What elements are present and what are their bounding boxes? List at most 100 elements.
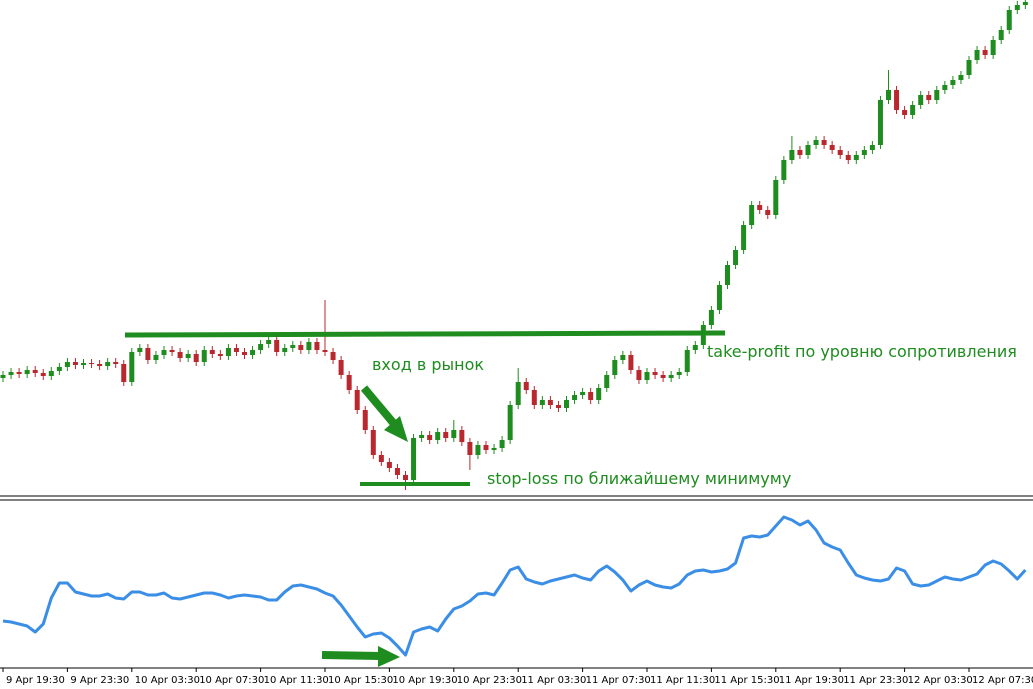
- annotation: take-profit по уровню сопротивления: [707, 342, 1017, 361]
- candle-body: [427, 435, 433, 440]
- candle-body: [1014, 5, 1020, 10]
- candle-body: [290, 345, 296, 348]
- x-tick-label: 10 Apr 15:30: [328, 675, 393, 686]
- candle-body: [829, 145, 835, 150]
- candle-body: [113, 362, 119, 364]
- candle-body: [322, 350, 328, 352]
- candle-body: [902, 110, 908, 115]
- candle-body: [869, 145, 875, 150]
- candle-body: [652, 372, 658, 375]
- x-tick-label: 10 Apr 23:30: [457, 675, 522, 686]
- candle-body: [990, 40, 996, 55]
- candle-body: [459, 430, 465, 442]
- candle-body: [789, 150, 795, 160]
- candle-body: [781, 160, 787, 180]
- candle-body: [749, 205, 755, 225]
- candle-body: [845, 155, 851, 160]
- x-tick-label: 10 Apr 07:30: [199, 675, 264, 686]
- x-tick-label: 12 Apr 03:30: [908, 675, 973, 686]
- candle-body: [314, 342, 320, 350]
- x-tick-label: 10 Apr 19:30: [392, 675, 457, 686]
- candle-body: [16, 372, 22, 374]
- candle-body: [604, 375, 610, 388]
- candle-body: [1006, 10, 1012, 30]
- candle-body: [282, 348, 288, 352]
- candle-body: [217, 354, 223, 356]
- candle-body: [483, 445, 489, 450]
- candle-body: [982, 50, 988, 55]
- candle-body: [572, 395, 578, 400]
- candle-body: [805, 145, 811, 155]
- candle-body: [555, 405, 561, 408]
- candle-body: [24, 370, 30, 374]
- candle-body: [242, 352, 247, 355]
- candle-body: [137, 348, 143, 352]
- candle-body: [81, 363, 86, 365]
- candle-body: [612, 360, 618, 375]
- candle-body: [733, 250, 739, 265]
- x-tick-label: 10 Apr 03:30: [135, 675, 200, 686]
- candle-body: [644, 372, 650, 380]
- candle-body: [853, 155, 859, 160]
- candle-body: [588, 392, 594, 400]
- candle-body: [547, 400, 553, 405]
- candle-body: [886, 90, 891, 100]
- candle-body: [821, 140, 827, 145]
- candle-body: [258, 344, 264, 350]
- candle-body: [266, 340, 272, 344]
- candle-body: [129, 352, 135, 382]
- candle-body: [177, 352, 183, 358]
- candle-body: [370, 430, 376, 455]
- candle-body: [813, 140, 819, 145]
- candle-body: [942, 85, 948, 90]
- candle-body: [725, 265, 730, 285]
- candle-body: [0, 375, 6, 378]
- entry-arrow: [360, 385, 399, 428]
- candle-body: [97, 364, 103, 366]
- x-tick-label: 9 Apr 19:30: [6, 675, 65, 686]
- candle-body: [443, 432, 449, 438]
- candle-body: [338, 360, 344, 375]
- candle-body: [668, 375, 674, 378]
- candle-body: [250, 350, 256, 355]
- candle-body: [306, 342, 312, 350]
- candle-body: [596, 388, 602, 400]
- candle-body: [636, 370, 642, 380]
- candle-body: [620, 355, 626, 360]
- candle-body: [435, 432, 441, 440]
- candle-body: [193, 354, 199, 362]
- candle-body: [201, 350, 207, 362]
- candle-body: [507, 405, 513, 440]
- candle-body: [676, 372, 682, 375]
- candle-body: [692, 345, 698, 350]
- candle-body: [1022, 2, 1028, 5]
- candle-body: [998, 30, 1004, 40]
- candle-body: [72, 362, 78, 365]
- x-tick-label: 10 Apr 11:30: [264, 675, 329, 686]
- indicator-line: [2, 515, 1027, 657]
- candle-body: [861, 150, 867, 155]
- indicator-arrow: [321, 651, 381, 660]
- candle-body: [757, 205, 763, 210]
- candle-body: [523, 382, 529, 390]
- candle-body: [274, 340, 280, 352]
- candle-body: [169, 350, 175, 352]
- indicator-arrow-head: [378, 646, 400, 667]
- candle-body: [346, 375, 352, 390]
- candle-body: [233, 348, 239, 352]
- candle-body: [411, 438, 417, 480]
- x-tick-label: 11 Apr 19:30: [779, 675, 844, 686]
- candle-body: [298, 345, 304, 350]
- candle-body: [32, 370, 38, 373]
- candle-body: [209, 350, 215, 354]
- candle-body: [580, 392, 586, 395]
- candle-body: [8, 372, 14, 375]
- candle-body: [499, 440, 505, 448]
- candle-body: [403, 475, 408, 480]
- indicator: [2, 515, 1027, 657]
- candle-body: [185, 354, 191, 358]
- annotation: stop-loss по ближайшему минимуму: [487, 469, 791, 488]
- x-tick-label: 11 Apr 03:30: [521, 675, 586, 686]
- candle-body: [153, 355, 159, 360]
- candle-body: [394, 468, 400, 475]
